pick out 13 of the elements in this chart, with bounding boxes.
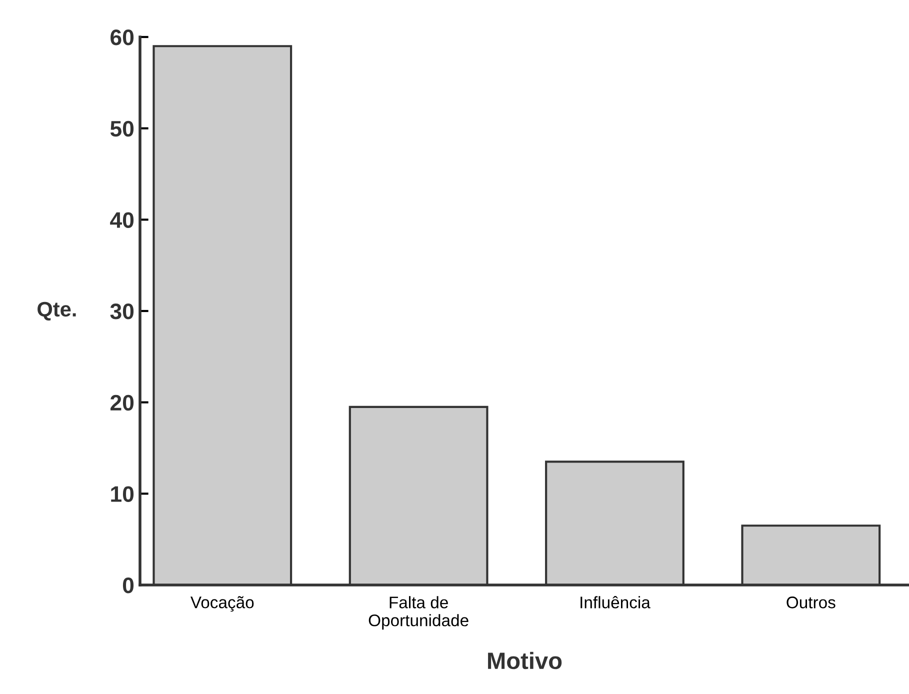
x-tick-label: Falta de Oportunidade <box>368 596 468 630</box>
y-tick-label: 60 <box>110 30 134 46</box>
y-tick-label: 30 <box>110 304 134 320</box>
y-axis-title: Qte. <box>38 302 76 320</box>
y-tick-label: 20 <box>110 394 134 411</box>
y-tick-label: 0 <box>122 578 134 594</box>
y-tick-label: 50 <box>110 120 134 137</box>
x-axis-title: Motivo <box>488 652 562 670</box>
y-tick-label: 10 <box>111 486 134 502</box>
y-tick-label: 40 <box>110 212 134 228</box>
x-tick-label: Vocação <box>190 596 254 612</box>
x-tick-label: Influência <box>580 596 650 608</box>
x-tick-label: Outros <box>786 596 836 608</box>
